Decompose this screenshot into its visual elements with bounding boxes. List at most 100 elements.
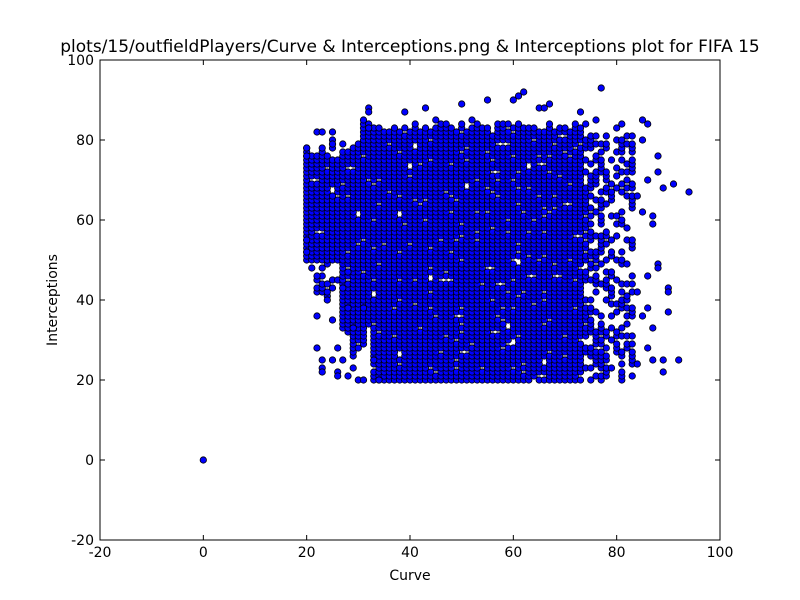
data-point [597,320,605,328]
data-point [633,288,641,296]
data-point [669,180,678,188]
data-point [582,120,590,128]
data-point [427,368,435,376]
x-tick-label: 40 [401,545,419,561]
data-point [628,180,636,188]
data-point [607,364,616,372]
data-point [303,236,311,244]
data-point [349,324,357,332]
data-point [303,152,311,160]
data-point [654,264,662,272]
data-point [638,312,647,320]
data-point [339,140,347,148]
data-point [618,360,626,368]
data-point [545,100,554,108]
data-point [483,96,492,104]
data-point [597,212,605,220]
data-point [602,228,610,236]
data-point [659,184,667,192]
data-point [509,96,517,104]
data-point [659,368,667,376]
data-point [649,220,657,228]
data-point [328,140,337,148]
data-point [458,100,466,108]
data-point [618,120,626,128]
data-point [597,84,605,92]
y-tick-label: 0 [85,453,94,469]
data-point [587,220,595,228]
data-point [607,156,616,164]
data-point [344,304,352,312]
data-point [328,192,337,200]
data-point [638,136,647,144]
data-point [649,324,657,332]
data-point [654,152,662,160]
data-point [654,168,662,176]
data-point [318,144,326,152]
data-point [644,344,652,352]
data-point [468,116,476,124]
x-tick-label: 0 [199,545,208,561]
data-point [199,456,207,464]
data-point [303,144,311,152]
data-point [313,344,321,352]
data-point [359,304,368,312]
data-point [442,120,450,128]
data-point [365,108,373,116]
data-point [628,236,636,244]
y-tick-label: -20 [71,533,94,549]
data-point [644,304,652,312]
data-point [323,288,331,296]
data-point [334,344,342,352]
y-tick-label: 20 [76,373,94,389]
data-point [375,124,383,132]
data-point [644,272,652,280]
data-point [628,140,636,148]
data-point [432,116,440,124]
data-point [344,372,352,380]
data-points [199,84,693,464]
data-point [633,360,641,368]
data-point [576,108,585,116]
data-point [349,364,357,372]
data-point [401,124,409,132]
data-point [328,356,337,364]
data-point [318,264,326,272]
data-point [649,212,657,220]
data-point [587,316,595,324]
data-point [649,356,657,364]
data-point [644,176,652,184]
data-point [628,348,636,356]
data-point [628,272,636,280]
data-point [638,208,647,216]
chart-title: plots/15/outfieldPlayers/Curve & Interce… [60,37,760,57]
x-tick-label: 20 [298,545,316,561]
data-point [359,116,368,124]
data-point [664,308,672,316]
data-point [602,352,610,360]
data-point [659,356,667,364]
data-point [623,224,631,232]
data-point [602,132,610,140]
data-point [597,156,605,164]
x-tick-label: 100 [707,545,734,561]
data-point [685,188,693,196]
data-point [318,128,326,136]
data-point [483,124,492,132]
data-point [607,268,616,276]
data-point [411,200,419,208]
data-point [458,120,466,128]
data-point [545,120,554,128]
data-point [638,116,647,124]
data-point [447,196,455,204]
data-point [303,248,311,256]
data-point [344,268,352,276]
data-point [313,312,321,320]
data-point [323,296,331,304]
data-point [618,208,626,216]
data-point [628,156,636,164]
data-point [618,248,626,256]
y-axis-title: Interceptions [45,254,61,346]
data-point [576,376,585,384]
data-point [411,120,419,128]
